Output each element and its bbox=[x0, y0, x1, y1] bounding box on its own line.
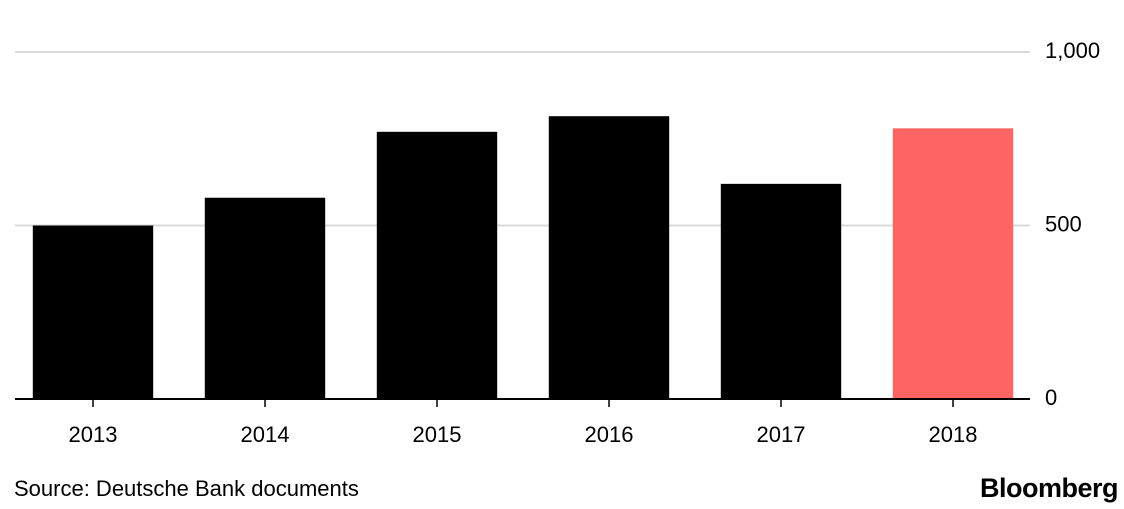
y-tick-label: 0 bbox=[1045, 385, 1057, 410]
x-tick-label: 2016 bbox=[585, 422, 634, 447]
y-tick-label: 500 bbox=[1045, 211, 1082, 236]
brand-logo: Bloomberg bbox=[980, 473, 1118, 503]
y-tick-label: 1,000 bbox=[1045, 38, 1100, 63]
x-tick-label: 2013 bbox=[69, 422, 118, 447]
bar bbox=[32, 225, 154, 399]
x-tick-label: 2017 bbox=[757, 422, 806, 447]
bar bbox=[548, 116, 670, 399]
source-note: Source: Deutsche Bank documents bbox=[14, 476, 359, 501]
x-tick-label: 2014 bbox=[241, 422, 290, 447]
bar bbox=[204, 197, 326, 399]
bar bbox=[376, 131, 498, 399]
x-tick-label: 2018 bbox=[929, 422, 978, 447]
bar bbox=[720, 183, 842, 399]
x-tick-label: 2015 bbox=[413, 422, 462, 447]
bar bbox=[892, 128, 1014, 399]
